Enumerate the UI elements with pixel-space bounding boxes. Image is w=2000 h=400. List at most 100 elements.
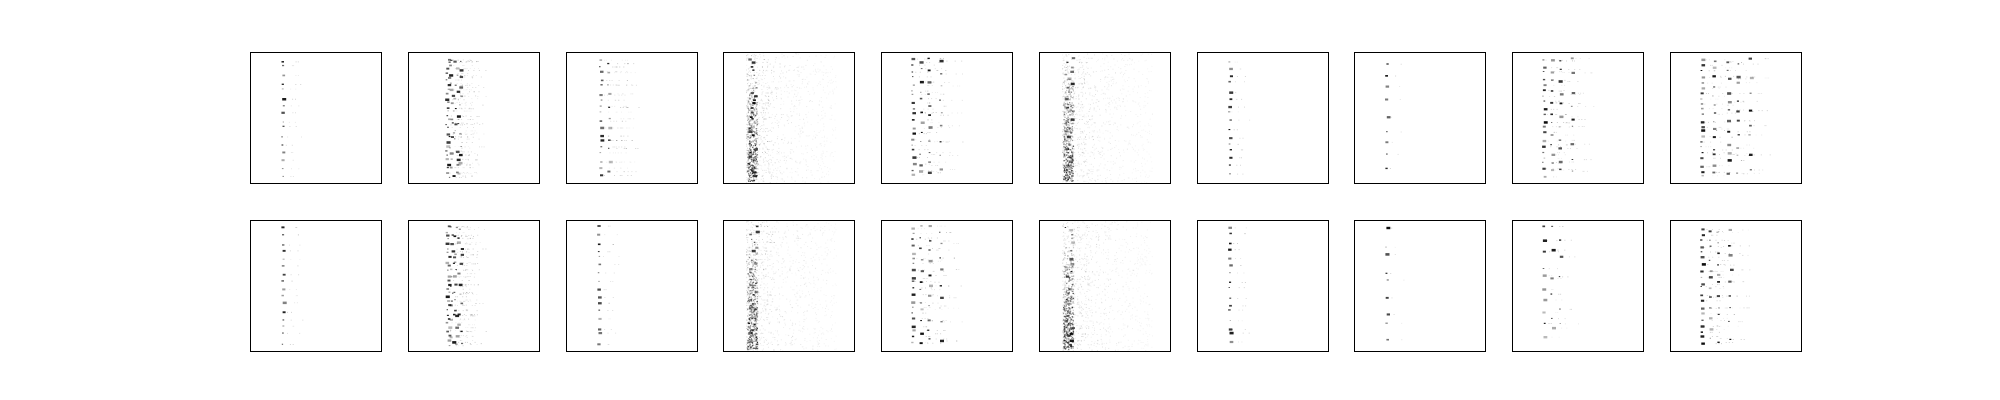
smear-pixel <box>1062 54 1064 56</box>
intensity-tail <box>1240 149 1242 151</box>
smear-pixel <box>1065 138 1066 140</box>
smear-pixel <box>767 300 769 302</box>
smear-pixel <box>746 165 748 167</box>
smear-pixel <box>772 151 774 153</box>
intensity-tail <box>1706 166 1708 168</box>
smear-pixel <box>789 69 791 71</box>
intensity-tail <box>469 119 471 120</box>
smear-pixel <box>755 159 757 161</box>
intensity-tail <box>1091 173 1093 175</box>
intensity-tail <box>621 140 623 141</box>
smear-pixel <box>804 276 806 278</box>
smear-pixel <box>748 293 750 295</box>
smear-pixel <box>1094 122 1096 124</box>
smear-pixel <box>1101 180 1103 182</box>
smear-pixel <box>760 129 761 130</box>
smear-pixel <box>1125 64 1127 65</box>
smear-pixel <box>835 127 837 129</box>
smear-pixel <box>753 158 755 160</box>
intensity-dot <box>1543 131 1547 134</box>
smear-pixel <box>756 160 758 163</box>
smear-pixel <box>831 328 832 330</box>
smear-pixel <box>785 162 787 164</box>
intensity-tail <box>1397 153 1399 155</box>
intensity-tail <box>296 227 298 228</box>
intensity-tail <box>1720 77 1722 78</box>
smear-pixel <box>1069 116 1071 118</box>
smear-pixel <box>1109 124 1111 125</box>
smear-pixel <box>1074 105 1076 107</box>
smear-pixel <box>783 103 785 105</box>
smear-pixel <box>755 87 757 89</box>
intensity-tail <box>478 116 480 117</box>
intensity-tail <box>460 83 462 84</box>
intensity-tail <box>453 89 455 91</box>
smear-pixel <box>755 82 757 84</box>
smear-pixel <box>1062 113 1064 115</box>
smear-pixel <box>1132 88 1134 90</box>
intensity-tail <box>465 304 467 306</box>
intensity-tail <box>285 144 287 146</box>
smear-pixel <box>1065 155 1067 157</box>
smear-pixel <box>1063 103 1065 105</box>
smear-pixel <box>755 138 757 140</box>
intensity-tail <box>759 134 761 136</box>
intensity-tail <box>464 319 466 321</box>
intensity-tail <box>466 123 468 125</box>
intensity-dot <box>1229 91 1234 94</box>
intensity-tail <box>299 259 301 260</box>
smear-pixel <box>1106 55 1108 57</box>
smear-pixel <box>746 107 748 109</box>
intensity-tail <box>470 344 472 345</box>
smear-pixel <box>749 94 751 97</box>
intensity-dot <box>1748 57 1752 60</box>
smear-pixel <box>1132 178 1133 180</box>
intensity-dot <box>281 294 284 297</box>
smear-pixel <box>1064 147 1067 149</box>
smear-pixel <box>1064 152 1066 154</box>
smear-pixel <box>1099 140 1101 142</box>
intensity-tail <box>1581 126 1583 127</box>
smear-pixel <box>1065 91 1067 93</box>
smear-pixel <box>768 171 769 173</box>
intensity-dot <box>911 57 916 61</box>
intensity-tail <box>603 289 605 291</box>
smear-pixel <box>748 148 751 150</box>
smear-pixel <box>1102 132 1104 134</box>
intensity-dot <box>1542 89 1546 92</box>
intensity-tail <box>622 107 624 108</box>
smear-pixel <box>787 120 788 122</box>
intensity-tail <box>1240 164 1241 166</box>
smear-pixel <box>1109 120 1111 122</box>
smear-pixel <box>1100 93 1102 95</box>
intensity-tail <box>463 262 465 263</box>
smear-pixel <box>1094 86 1096 88</box>
smear-pixel <box>1091 123 1093 125</box>
intensity-dot <box>1067 77 1072 80</box>
smear-pixel <box>746 349 748 351</box>
smear-pixel <box>751 145 753 147</box>
intensity-tail <box>758 134 760 136</box>
intensity-tail <box>457 305 458 306</box>
smear-pixel <box>1113 81 1115 83</box>
smear-pixel <box>1069 144 1071 147</box>
intensity-tail <box>936 140 938 142</box>
intensity-tail <box>466 238 468 240</box>
intensity-tail <box>470 134 472 135</box>
smear-pixel <box>803 278 805 280</box>
smear-pixel <box>1098 153 1100 154</box>
smear-pixel <box>761 225 762 227</box>
smear-pixel <box>1114 140 1116 141</box>
smear-pixel <box>751 133 753 135</box>
smear-pixel <box>832 90 834 92</box>
smear-pixel <box>750 90 752 92</box>
intensity-tail <box>461 235 463 236</box>
smear-pixel <box>1070 55 1072 57</box>
smear-pixel <box>818 321 820 323</box>
intensity-tail <box>630 111 632 113</box>
smear-pixel <box>771 72 772 74</box>
smear-pixel <box>791 176 793 178</box>
smear-pixel <box>1068 108 1071 110</box>
smear-pixel <box>747 169 749 171</box>
intensity-tail <box>1731 136 1733 138</box>
